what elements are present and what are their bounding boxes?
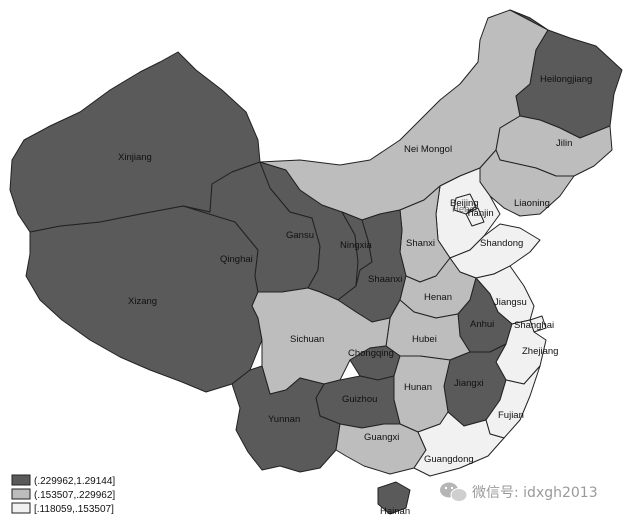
watermark: 微信号: idxgh2013 [440, 482, 598, 502]
province-tianjin[interactable] [465, 207, 485, 227]
legend-label-light: [.118059,.153507] [34, 504, 114, 515]
province-guangdong[interactable] [413, 411, 505, 477]
map-legend: (.229962,1.29144] (.153507,.229962] [.11… [11, 474, 115, 515]
label-ningxia: Ningxia [340, 240, 372, 251]
label-shanghai: Shanghai [514, 320, 554, 331]
label-tianjin: Tianjin [466, 208, 494, 219]
label-anhui: Anhui [470, 319, 494, 330]
label-hunan: Hunan [404, 382, 432, 393]
label-fujian: Fujian [498, 410, 524, 421]
label-xinjiang: Xinjiang [118, 152, 152, 163]
label-zhejiang: Zhejiang [522, 346, 558, 357]
label-yunnan: Yunnan [268, 414, 300, 425]
label-qinghai: Qinghai [220, 254, 253, 265]
label-guangdong: Guangdong [424, 454, 474, 465]
legend-swatch-dark [11, 474, 31, 486]
label-hebei: Hebei [452, 204, 477, 215]
province-hunan[interactable] [393, 355, 451, 433]
label-chongqing: Chongqing [348, 348, 394, 359]
label-nei-mongol: Nei Mongol [404, 144, 452, 155]
legend-swatch-light [11, 502, 31, 514]
province-hainan[interactable] [377, 481, 411, 515]
label-hainan: Hainan [380, 506, 410, 517]
label-jiangsu: Jiangsu [494, 297, 527, 308]
label-jilin: Jilin [556, 138, 572, 149]
label-jiangxi: Jiangxi [454, 378, 484, 389]
label-sichuan: Sichuan [290, 334, 324, 345]
wechat-icon [440, 482, 468, 502]
label-gansu: Gansu [286, 230, 314, 241]
label-guizhou: Guizhou [342, 394, 377, 405]
label-liaoning: Liaoning [514, 198, 550, 209]
province-beijing[interactable] [453, 193, 477, 215]
watermark-text: 微信号: idxgh2013 [472, 485, 598, 501]
label-shanxi: Shanxi [406, 238, 435, 249]
label-shaanxi: Shaanxi [368, 274, 402, 285]
label-shandong: Shandong [480, 238, 523, 249]
legend-label-medium: (.153507,.229962] [34, 490, 115, 501]
label-hubei: Hubei [412, 334, 437, 345]
label-beijing: Beijing [450, 198, 479, 209]
label-xizang: Xizang [128, 296, 157, 307]
label-heilongjiang: Heilongjiang [540, 74, 592, 85]
legend-swatch-medium [11, 488, 31, 500]
legend-label-dark: (.229962,1.29144] [34, 476, 115, 487]
label-guangxi: Guangxi [364, 432, 399, 443]
label-henan: Henan [424, 292, 452, 303]
